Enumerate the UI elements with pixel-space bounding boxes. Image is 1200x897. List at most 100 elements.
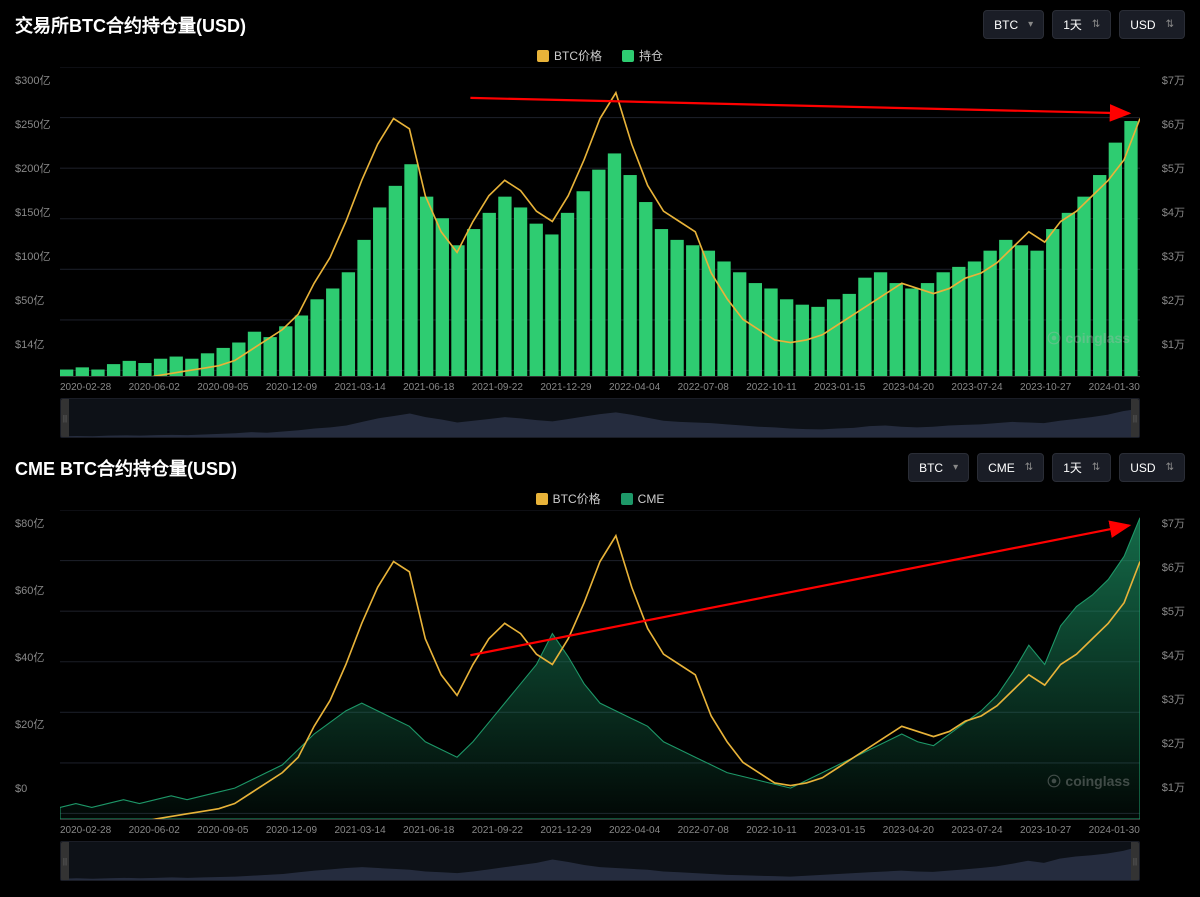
time-brush[interactable]: || || [60, 398, 1140, 438]
y-axis-right: $7万$6万$5万$4万$3万$2万$1万 [1140, 510, 1185, 820]
dropdown-label: 1天 [1063, 16, 1082, 33]
legend-swatch [537, 50, 549, 62]
axis-tick: 2020-06-02 [129, 825, 180, 836]
chart-controls: BTC▾1天⇅USD⇅ [983, 10, 1185, 39]
axis-tick: 2021-03-14 [335, 382, 386, 393]
legend-item[interactable]: CME [621, 490, 665, 507]
brush-handle-left[interactable]: || [61, 842, 69, 880]
dropdown-1天[interactable]: 1天 ⇅ [1052, 10, 1111, 39]
axis-tick: 2022-10-11 [746, 825, 796, 836]
dropdown-btc[interactable]: BTC ▾ [908, 453, 969, 482]
axis-tick: $5万 [1140, 160, 1185, 176]
axis-tick: 2023-07-24 [951, 825, 1002, 836]
dropdown-1天[interactable]: 1天⇅ [1052, 453, 1111, 482]
chart-header: 交易所BTC合约持仓量(USD) BTC▾1天⇅USD⇅ [15, 10, 1185, 39]
dropdown-usd[interactable]: USD⇅ [1119, 10, 1185, 39]
legend-label: 持仓 [639, 47, 663, 64]
axis-tick: 2021-09-22 [472, 825, 523, 836]
legend-item[interactable]: BTC价格 [537, 47, 602, 64]
chart-header: CME BTC合约持仓量(USD) BTC▾CME⇅1天⇅USD⇅ [15, 453, 1185, 482]
sort-icon: ⇅ [1092, 19, 1100, 30]
axis-tick: $250亿 [15, 116, 60, 132]
axis-tick: $5万 [1140, 603, 1185, 619]
sort-icon: ⇅ [1025, 462, 1033, 473]
legend-swatch [622, 50, 634, 62]
axis-tick: $6万 [1140, 116, 1185, 132]
axis-tick: $40亿 [15, 649, 60, 665]
axis-tick: 2021-09-22 [472, 382, 523, 393]
dropdown-label: CME [988, 461, 1015, 475]
legend-label: BTC价格 [553, 490, 601, 507]
axis-tick: 2023-01-15 [814, 825, 865, 836]
chart-title: CME BTC合约持仓量(USD) [15, 455, 237, 481]
brush-handle-right[interactable]: || [1131, 399, 1139, 437]
axis-tick: $2万 [1140, 735, 1185, 751]
axis-tick: $60亿 [15, 582, 60, 598]
legend-item[interactable]: BTC价格 [536, 490, 601, 507]
axis-tick: 2021-12-29 [540, 382, 591, 393]
watermark: coinglass [1047, 330, 1130, 346]
sort-icon: ⇅ [1166, 462, 1174, 473]
axis-tick: $80亿 [15, 515, 60, 531]
dropdown-cme[interactable]: CME ⇅ [977, 453, 1044, 482]
plot-area[interactable]: coinglass [60, 67, 1140, 377]
axis-tick: 2023-07-24 [951, 382, 1002, 393]
axis-tick: 2023-01-15 [814, 382, 865, 393]
axis-tick: $2万 [1140, 292, 1185, 308]
legend-swatch [621, 493, 633, 505]
chart-legend: BTC价格 CME [15, 490, 1185, 507]
axis-tick: 2020-02-28 [60, 382, 111, 393]
axis-tick: $3万 [1140, 691, 1185, 707]
axis-tick: $100亿 [15, 248, 60, 264]
chart-controls: BTC▾CME⇅1天⇅USD⇅ [908, 453, 1185, 482]
chevron-down-icon: ▾ [1028, 19, 1033, 30]
brush-handle-right[interactable]: || [1131, 842, 1139, 880]
legend-item[interactable]: 持仓 [622, 47, 663, 64]
dropdown-label: USD [1130, 461, 1155, 475]
legend-label: BTC价格 [554, 47, 602, 64]
axis-tick: 2020-12-09 [266, 825, 317, 836]
axis-tick: $4万 [1140, 647, 1185, 663]
axis-tick: 2024-01-30 [1089, 382, 1140, 393]
axis-tick: $20亿 [15, 716, 60, 732]
dropdown-label: BTC [919, 461, 943, 475]
dropdown-usd[interactable]: USD ⇅ [1119, 453, 1185, 482]
axis-tick: $300亿 [15, 72, 60, 88]
axis-tick: $1万 [1140, 336, 1185, 352]
chart-body: $80亿$60亿$40亿$20亿$0 coinglass $7万$6万$5万$4… [15, 510, 1185, 820]
axis-tick: 2022-10-11 [746, 382, 796, 393]
axis-tick: 2024-01-30 [1089, 825, 1140, 836]
axis-tick: $14亿 [15, 336, 60, 352]
axis-tick: $7万 [1140, 515, 1185, 531]
y-axis-left: $300亿$250亿$200亿$150亿$100亿$50亿$14亿 [15, 67, 60, 377]
chart-panel-cme-oi: CME BTC合约持仓量(USD) BTC▾CME⇅1天⇅USD⇅ BTC价格C… [0, 443, 1200, 886]
axis-tick: $3万 [1140, 248, 1185, 264]
chart-title: 交易所BTC合约持仓量(USD) [15, 12, 246, 38]
axis-tick: $7万 [1140, 72, 1185, 88]
axis-tick: $50亿 [15, 292, 60, 308]
axis-tick: 2023-10-27 [1020, 382, 1071, 393]
sort-icon: ⇅ [1166, 19, 1174, 30]
axis-tick: $0 [15, 783, 60, 795]
legend-swatch [536, 493, 548, 505]
axis-tick: 2022-04-04 [609, 825, 660, 836]
axis-tick: 2020-09-05 [197, 382, 248, 393]
x-axis: 2020-02-282020-06-022020-09-052020-12-09… [15, 820, 1185, 836]
axis-tick: 2020-02-28 [60, 825, 111, 836]
plot-area[interactable]: coinglass [60, 510, 1140, 820]
sort-icon: ⇅ [1092, 462, 1100, 473]
axis-tick: 2023-10-27 [1020, 825, 1071, 836]
x-axis: 2020-02-28 2020-06-02 2020-09-05 2020-12-09… [15, 377, 1185, 393]
chart-body: $300亿$250亿$200亿$150亿$100亿$50亿$14亿 coingl… [15, 67, 1185, 377]
axis-tick: 2022-07-08 [678, 825, 729, 836]
axis-tick: 2020-12-09 [266, 382, 317, 393]
dropdown-btc[interactable]: BTC▾ [983, 10, 1044, 39]
axis-tick: 2020-06-02 [129, 382, 180, 393]
chevron-down-icon: ▾ [953, 462, 958, 473]
watermark: coinglass [1047, 773, 1130, 789]
axis-tick: $4万 [1140, 204, 1185, 220]
axis-tick: 2021-06-18 [403, 382, 454, 393]
time-brush[interactable]: || || [60, 841, 1140, 881]
brush-handle-left[interactable]: || [61, 399, 69, 437]
y-axis-right: $7万 $6万 $5万 $4万 $3万 $2万 $1万 [1140, 67, 1185, 377]
